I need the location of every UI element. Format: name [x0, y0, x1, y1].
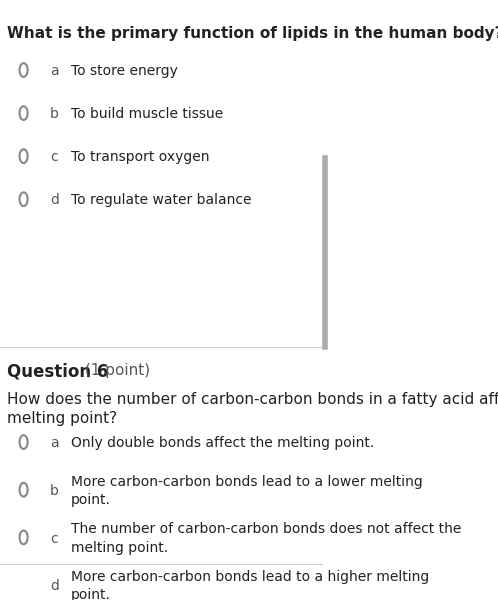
Circle shape	[19, 63, 27, 77]
Circle shape	[19, 530, 27, 544]
Text: How does the number of carbon-carbon bonds in a fatty acid affect its
melting po: How does the number of carbon-carbon bon…	[7, 392, 498, 427]
Text: (1 point): (1 point)	[80, 363, 150, 378]
Text: More carbon-carbon bonds lead to a higher melting
point.: More carbon-carbon bonds lead to a highe…	[71, 570, 429, 600]
Text: What is the primary function of lipids in the human body?: What is the primary function of lipids i…	[7, 26, 498, 41]
Text: To store energy: To store energy	[71, 64, 178, 78]
Circle shape	[19, 483, 27, 497]
Text: d: d	[50, 193, 59, 208]
Text: b: b	[50, 107, 59, 121]
Text: Only double bonds affect the melting point.: Only double bonds affect the melting poi…	[71, 436, 374, 450]
Text: To regulate water balance: To regulate water balance	[71, 193, 251, 208]
Text: More carbon-carbon bonds lead to a lower melting
point.: More carbon-carbon bonds lead to a lower…	[71, 475, 422, 507]
Circle shape	[19, 435, 27, 449]
Text: a: a	[50, 436, 58, 450]
Circle shape	[19, 149, 27, 163]
Circle shape	[19, 193, 27, 206]
Text: The number of carbon-carbon bonds does not affect the
melting point.: The number of carbon-carbon bonds does n…	[71, 523, 461, 555]
Text: Question 6: Question 6	[7, 363, 108, 381]
Text: a: a	[50, 64, 58, 78]
Text: To build muscle tissue: To build muscle tissue	[71, 107, 223, 121]
Circle shape	[19, 106, 27, 120]
Circle shape	[19, 578, 27, 592]
Text: d: d	[50, 579, 59, 593]
Text: c: c	[50, 151, 57, 164]
Text: c: c	[50, 532, 57, 545]
Text: To transport oxygen: To transport oxygen	[71, 151, 209, 164]
Text: b: b	[50, 484, 59, 498]
